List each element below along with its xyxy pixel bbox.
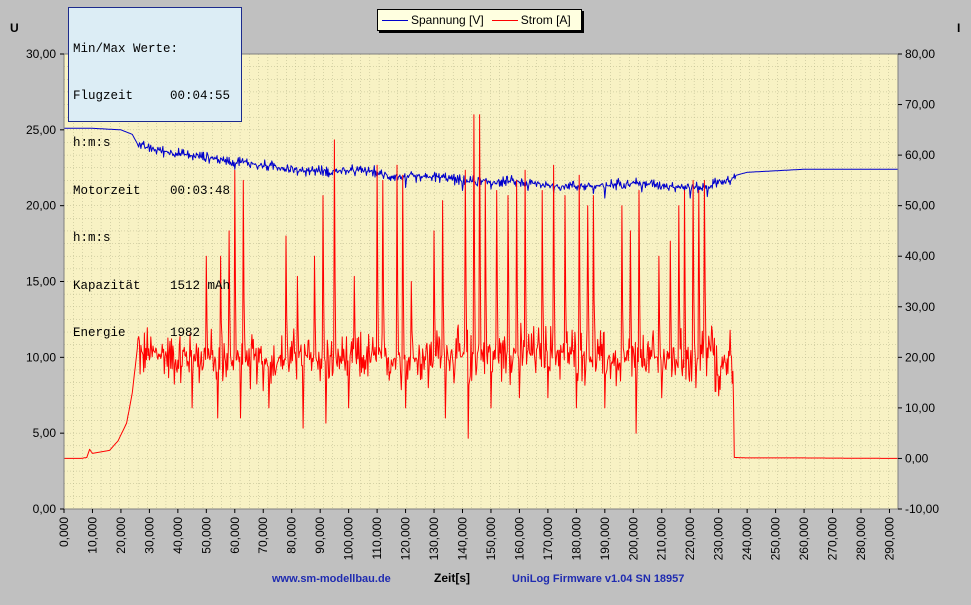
x-axis-label: Zeit[s] xyxy=(434,571,470,585)
y-left-tick-label: 20,00 xyxy=(26,199,56,213)
y-right-tick-label: 70,00 xyxy=(905,98,935,112)
info-row-motorzeit: Motorzeit 00:03:48 xyxy=(73,184,237,200)
x-tick-label: 60,000 xyxy=(228,517,242,554)
legend-item-strom: Strom [A] xyxy=(491,13,571,27)
y-right-tick-label: 50,00 xyxy=(905,199,935,213)
y-left-tick-label: 25,00 xyxy=(26,123,56,137)
info-key: Motorzeit xyxy=(73,183,141,198)
x-tick-label: 130,000 xyxy=(427,517,441,561)
voltage-line xyxy=(64,127,898,199)
info-box-title: Min/Max Werte: xyxy=(73,41,179,56)
current-series xyxy=(64,114,898,459)
x-tick-label: 90,000 xyxy=(313,517,327,554)
x-tick-label: 230,000 xyxy=(712,517,726,561)
info-value: 00:03:48 xyxy=(170,183,231,198)
info-row-hms-1: h:m:s xyxy=(73,136,237,152)
x-tick-label: 210,000 xyxy=(655,517,669,561)
y-right-ticks: -10,00 0,00 10,00 20,00 30,00 40,00 50,00 60,00… xyxy=(898,47,939,516)
info-row-flugzeit: Flugzeit 00:04:55 xyxy=(73,89,237,105)
footer-website: www.sm-modellbau.de xyxy=(271,573,391,585)
y-right-tick-label: 20,00 xyxy=(905,350,935,364)
y-right-axis-label: I xyxy=(957,21,960,35)
x-tick-label: 220,000 xyxy=(683,517,697,561)
x-tick-label: 80,000 xyxy=(285,517,299,554)
chart-legend: Spannung [V] Strom [A] xyxy=(377,9,582,31)
y-left-axis-label: U xyxy=(10,21,19,35)
x-tick-label: 160,000 xyxy=(512,517,526,561)
info-row-kapazitaet: Kapazität 1512 mAh xyxy=(73,279,237,295)
x-tick-label: 120,000 xyxy=(399,517,413,561)
x-tick-label: 110,000 xyxy=(370,517,384,560)
x-tick-label: 280,000 xyxy=(854,517,868,561)
y-right-tick-label: 10,00 xyxy=(905,401,935,415)
y-right-tick-label: 40,00 xyxy=(905,249,935,263)
x-tick-label: 40,000 xyxy=(171,517,185,554)
x-tick-label: 180,000 xyxy=(569,517,583,561)
x-tick-label: 30,000 xyxy=(142,517,156,554)
info-value: 1982 xyxy=(170,325,201,340)
x-tick-label: 240,000 xyxy=(740,517,754,561)
info-key: Energie xyxy=(73,325,126,340)
legend-swatch-blue xyxy=(382,19,408,21)
x-tick-label: 290,000 xyxy=(882,517,896,561)
x-tick-label: 10,000 xyxy=(85,517,99,554)
legend-swatch-red xyxy=(491,19,518,21)
min-max-info-box: Min/Max Werte: Flugzeit 00:04:55 h:m:s Mo… xyxy=(68,7,242,340)
x-tick-label: 20,000 xyxy=(114,517,128,554)
info-key: h:m:s xyxy=(73,136,111,151)
y-right-tick-label: -10,00 xyxy=(905,502,939,516)
info-row-hms-2: h:m:s xyxy=(73,231,237,247)
y-left-tick-label: 30,00 xyxy=(26,47,56,61)
x-tick-label: 190,000 xyxy=(598,517,612,561)
legend-label: Strom [A] xyxy=(520,13,571,27)
x-ticks: 0,000 10,000 20,000 30,000 40,000 50,000 60,00… xyxy=(57,509,896,560)
y-right-tick-label: 0,00 xyxy=(905,451,929,465)
x-tick-label: 170,000 xyxy=(541,517,555,561)
y-left-tick-label: 5,00 xyxy=(33,426,57,440)
x-tick-label: 50,000 xyxy=(199,517,213,554)
x-tick-label: 70,000 xyxy=(256,517,270,554)
footer-firmware: UniLog Firmware v1.04 SN 18957 xyxy=(512,573,684,585)
info-key: Flugzeit xyxy=(73,88,134,103)
info-key: Kapazität xyxy=(73,278,141,293)
x-tick-label: 0,000 xyxy=(57,517,71,547)
x-tick-label: 260,000 xyxy=(797,517,811,561)
y-left-tick-label: 0,00 xyxy=(33,502,57,516)
x-tick-label: 250,000 xyxy=(769,517,783,561)
y-right-tick-label: 80,00 xyxy=(905,47,935,61)
x-tick-label: 200,000 xyxy=(626,517,640,561)
y-right-tick-label: 30,00 xyxy=(905,300,935,314)
legend-label: Spannung [V] xyxy=(411,13,484,27)
x-tick-label: 100,000 xyxy=(342,517,356,561)
y-left-tick-label: 10,00 xyxy=(26,350,56,364)
legend-item-spannung: Spannung [V] xyxy=(382,13,484,27)
voltage-series xyxy=(64,127,898,199)
y-left-tick-label: 15,00 xyxy=(26,275,56,289)
x-tick-label: 150,000 xyxy=(484,517,498,561)
info-value: 00:04:55 xyxy=(170,88,231,103)
info-value: 1512 mAh xyxy=(170,278,231,293)
x-tick-label: 140,000 xyxy=(455,517,469,561)
x-tick-label: 270,000 xyxy=(826,517,840,561)
y-left-ticks: 0,00 5,00 10,00 15,00 20,00 25,00 30,00 xyxy=(26,47,64,516)
grid xyxy=(64,54,898,509)
info-row-energie: Energie 1982 xyxy=(73,326,237,342)
y-right-tick-label: 60,00 xyxy=(905,148,935,162)
current-line xyxy=(64,114,898,459)
info-key: h:m:s xyxy=(73,231,111,246)
